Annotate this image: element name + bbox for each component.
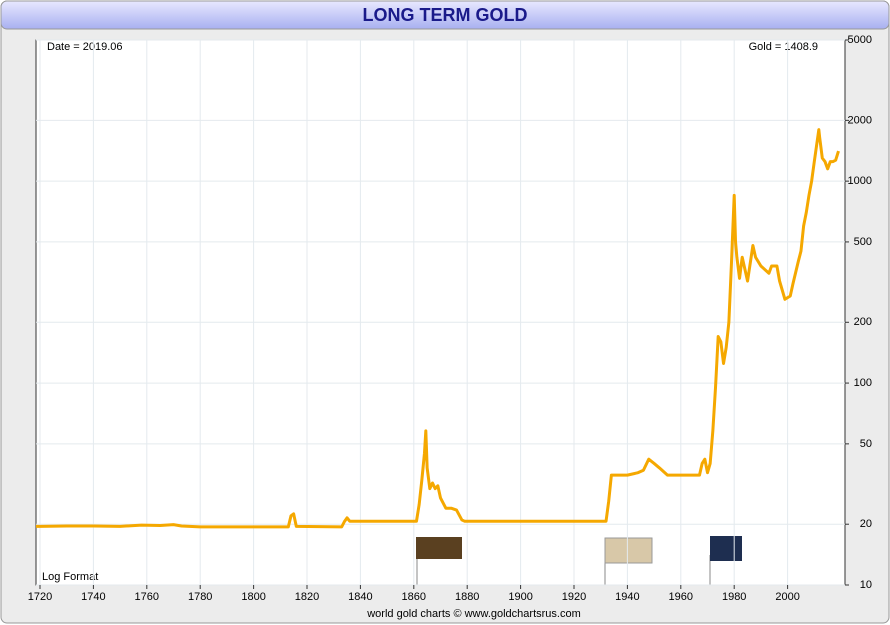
title-bar bbox=[0, 0, 890, 30]
x-tick-label: 1720 bbox=[28, 591, 52, 603]
x-tick-label: 1860 bbox=[402, 591, 426, 603]
x-tick-label: 2000 bbox=[775, 591, 799, 603]
y-tick-label: 1000 bbox=[848, 175, 872, 187]
y-tick-label: 50 bbox=[860, 438, 872, 450]
chart-title: LONG TERM GOLD bbox=[363, 5, 528, 25]
x-tick-label: 1900 bbox=[508, 591, 532, 603]
x-tick-label: 1760 bbox=[135, 591, 159, 603]
x-tick-label: 1780 bbox=[188, 591, 212, 603]
x-tick-label: 1840 bbox=[348, 591, 372, 603]
x-tick-label: 1740 bbox=[81, 591, 105, 603]
scale-label: Log Format bbox=[42, 571, 98, 583]
y-tick-label: 100 bbox=[854, 377, 872, 389]
price-line bbox=[36, 128, 840, 529]
plot-area bbox=[35, 39, 846, 586]
value-label: Gold = 1408.9 bbox=[749, 41, 818, 53]
x-tick-label: 1920 bbox=[562, 591, 586, 603]
x-tick-label: 1800 bbox=[241, 591, 265, 603]
x-tick-label: 1820 bbox=[295, 591, 319, 603]
y-tick-label: 5000 bbox=[848, 34, 872, 46]
y-tick-label: 2000 bbox=[848, 114, 872, 126]
y-tick-label: 20 bbox=[860, 518, 872, 530]
x-tick-label: 1940 bbox=[615, 591, 639, 603]
y-tick-label: 500 bbox=[854, 236, 872, 248]
icons bbox=[416, 536, 742, 585]
y-tick-label: 200 bbox=[854, 316, 872, 328]
y-tick-label: 10 bbox=[860, 579, 872, 591]
footer: world gold charts © www.goldchartsrus.co… bbox=[366, 608, 581, 620]
x-tick-label: 1960 bbox=[669, 591, 693, 603]
x-tick-label: 1980 bbox=[722, 591, 746, 603]
date-label: Date = 2019.06 bbox=[47, 41, 123, 53]
x-tick-label: 1880 bbox=[455, 591, 479, 603]
